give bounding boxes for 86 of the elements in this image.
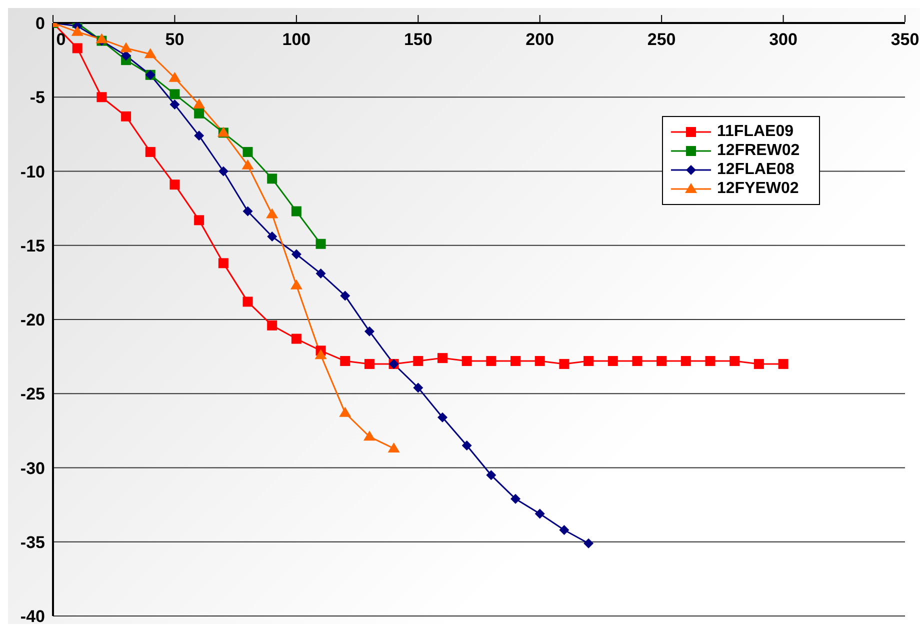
x-tick-label: 250 <box>647 30 676 49</box>
point <box>340 356 350 366</box>
point <box>608 356 618 366</box>
point <box>121 50 132 61</box>
legend-label: 12FYEW02 <box>717 180 799 197</box>
point <box>413 356 424 366</box>
legend-label: 12FLAE08 <box>717 161 794 178</box>
point <box>534 356 545 366</box>
y-tick-label: -20 <box>20 310 45 330</box>
point <box>364 326 374 336</box>
point <box>170 180 180 190</box>
point <box>486 356 496 366</box>
point <box>194 108 204 118</box>
point <box>559 525 570 536</box>
x-tick-label: 350 <box>890 30 920 49</box>
point <box>363 430 376 441</box>
y-tick-label: -40 <box>20 607 45 626</box>
point <box>534 508 545 519</box>
legend-label: 12FREW02 <box>717 142 800 159</box>
point <box>656 356 667 366</box>
point <box>291 334 302 344</box>
point <box>194 215 204 226</box>
point <box>316 238 326 249</box>
point <box>730 356 740 366</box>
x-tick-label: 50 <box>165 30 184 49</box>
point <box>267 231 278 242</box>
point <box>462 356 472 366</box>
point <box>291 249 302 260</box>
point <box>388 442 400 452</box>
point <box>266 208 278 218</box>
point <box>194 130 204 141</box>
point <box>486 470 496 480</box>
x-tick-label: 300 <box>769 30 798 49</box>
point <box>120 42 132 52</box>
point <box>242 206 253 216</box>
point <box>680 356 691 366</box>
point <box>193 98 206 109</box>
point <box>510 356 521 366</box>
point <box>267 174 278 184</box>
point <box>559 358 570 369</box>
point <box>510 494 521 504</box>
point <box>96 33 108 44</box>
point <box>242 296 253 307</box>
point <box>632 356 642 366</box>
x-tick-label: 0 <box>56 30 66 49</box>
y-tick-label: -25 <box>20 384 45 404</box>
x-tick-label: 100 <box>282 30 311 49</box>
legend-label: 11FLAE09 <box>717 123 794 140</box>
y-tick-label: -5 <box>30 88 45 108</box>
point <box>168 72 181 82</box>
x-tick-label: 150 <box>404 30 432 49</box>
point <box>364 358 374 369</box>
y-tick-label: -30 <box>20 458 45 478</box>
point <box>316 268 326 279</box>
point <box>218 166 228 176</box>
point <box>145 146 156 157</box>
y-tick-label: -35 <box>20 532 45 552</box>
point <box>71 26 84 36</box>
point <box>462 440 472 451</box>
x-tick-label: 200 <box>526 30 554 49</box>
point <box>314 349 327 360</box>
y-tick-label: -10 <box>20 162 45 182</box>
point <box>72 43 82 54</box>
point <box>218 258 228 268</box>
point <box>291 206 302 216</box>
point <box>242 146 253 157</box>
point <box>584 356 594 366</box>
point <box>584 538 594 548</box>
point <box>413 382 424 393</box>
y-tick-label: -15 <box>20 236 45 256</box>
point <box>437 412 448 422</box>
point <box>705 356 716 366</box>
point <box>96 92 107 102</box>
point <box>170 89 180 100</box>
point <box>144 48 156 58</box>
point <box>437 353 448 364</box>
point <box>242 159 254 170</box>
point <box>170 100 180 110</box>
point <box>778 358 788 369</box>
point <box>339 406 352 417</box>
point <box>267 320 278 330</box>
point <box>290 279 302 290</box>
point <box>121 111 132 122</box>
y-tick-label: 0 <box>36 14 45 34</box>
point <box>754 358 764 369</box>
point <box>340 290 350 301</box>
